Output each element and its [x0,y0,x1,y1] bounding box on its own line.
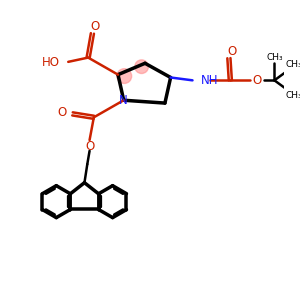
Text: CH₃: CH₃ [266,52,283,62]
Text: O: O [227,45,236,58]
Text: CH₃: CH₃ [286,60,300,69]
Text: HO: HO [42,56,60,69]
Text: CH₃: CH₃ [286,92,300,100]
Text: O: O [91,20,100,33]
Text: NH: NH [201,74,218,87]
Text: O: O [57,106,67,119]
Text: O: O [253,74,262,87]
Text: O: O [85,140,95,153]
Circle shape [135,60,148,74]
Circle shape [117,69,132,83]
Text: N: N [119,94,128,107]
